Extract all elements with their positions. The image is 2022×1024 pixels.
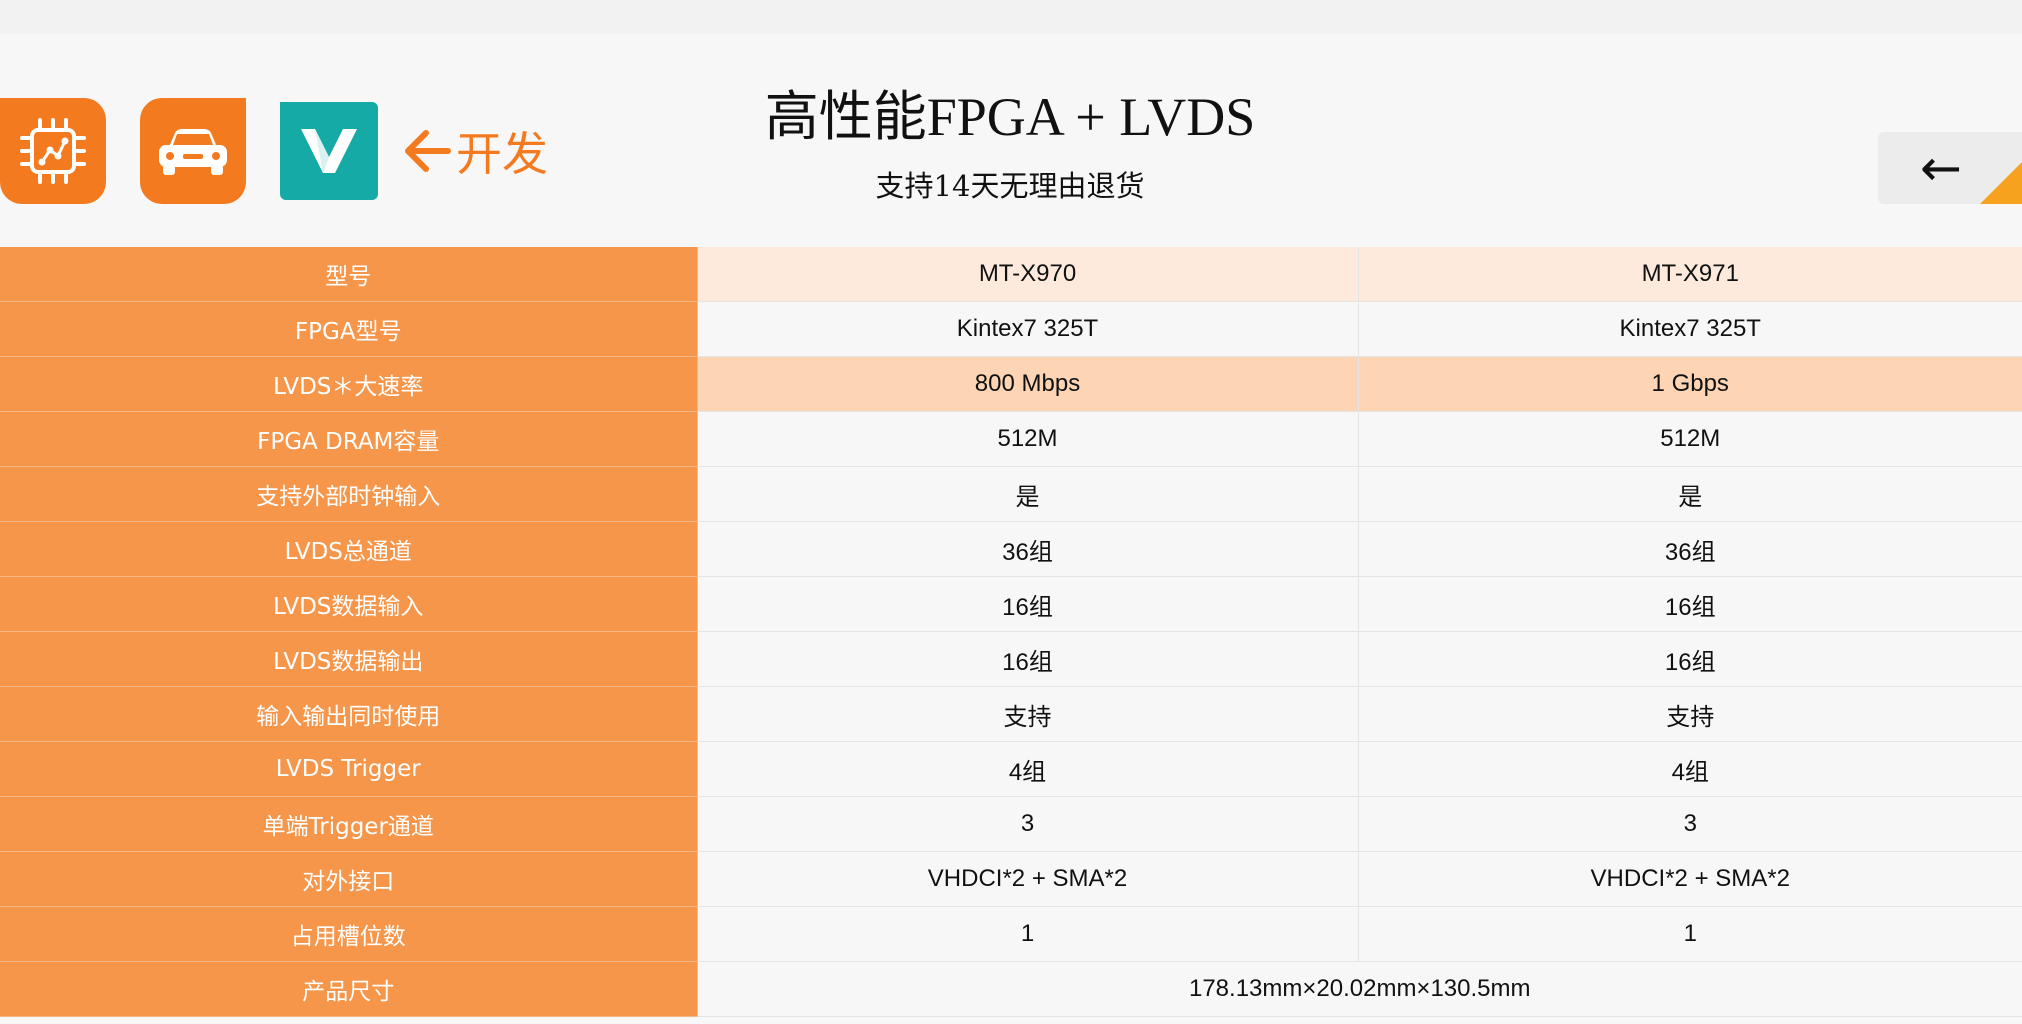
cell-mt-x971: 16组 [1358,576,2022,632]
table-row: LVDS总通道 36组 36组 [0,521,2022,577]
table-row: LVDS Trigger 4组 4组 [0,741,2022,797]
row-label: LVDS Trigger [0,741,698,797]
table-row: 占用槽位数 1 1 [0,906,2022,962]
cell-mt-x970: 是 [697,466,1359,522]
row-label: 对外接口 [0,851,698,907]
cell-product-size: 178.13mm×20.02mm×130.5mm [697,961,2022,1017]
cell-mt-x970: 1 [697,906,1359,962]
spec-table: 型号 MT-X970 MT-X971 FPGA型号 Kintex7 325T K… [0,247,2022,1017]
arrow-left-icon [405,130,451,172]
row-label: 型号 [0,247,698,302]
row-label: FPGA DRAM容量 [0,411,698,467]
cell-mt-x971: 36组 [1358,521,2022,577]
table-row: FPGA DRAM容量 512M 512M [0,411,2022,467]
chip-circuit-icon[interactable] [0,98,106,204]
table-row: FPGA型号 Kintex7 325T Kintex7 325T [0,301,2022,357]
corner-accent [1980,162,2022,204]
cell-mt-x970: 800 Mbps [697,356,1359,412]
cell-mt-x970: MT-X970 [697,247,1359,302]
row-label: FPGA型号 [0,301,698,357]
back-arrow-icon: ← [1920,139,1962,197]
cell-mt-x971: 支持 [1358,686,2022,742]
cell-mt-x970: 512M [697,411,1359,467]
row-label: 占用槽位数 [0,906,698,962]
page-title: 高性能FPGA + LVDS [764,87,1256,147]
cell-mt-x971: 1 [1358,906,2022,962]
cell-mt-x970: 3 [697,796,1359,852]
cell-mt-x970: 支持 [697,686,1359,742]
row-label: 产品尺寸 [0,961,698,1017]
back-button[interactable]: ← [1878,132,2022,204]
car-icon[interactable] [140,98,246,204]
table-row: 支持外部时钟输入 是 是 [0,466,2022,522]
table-row: 单端Trigger通道 3 3 [0,796,2022,852]
cell-mt-x971: MT-X971 [1358,247,2022,302]
table-row: 型号 MT-X970 MT-X971 [0,247,2022,302]
cell-mt-x971: 3 [1358,796,2022,852]
cell-mt-x970: 16组 [697,576,1359,632]
v-logo-icon[interactable] [280,102,378,200]
row-label: 单端Trigger通道 [0,796,698,852]
row-label: LVDS数据输入 [0,576,698,632]
cell-mt-x970: 36组 [697,521,1359,577]
row-label: 支持外部时钟输入 [0,466,698,522]
row-label: LVDS总通道 [0,521,698,577]
table-row: LVDS数据输出 16组 16组 [0,631,2022,687]
page-subtitle: 支持14天无理由退货 [875,169,1145,203]
dev-link[interactable]: 开发 [400,124,548,181]
cell-mt-x970: 16组 [697,631,1359,687]
table-row: 对外接口 VHDCI*2 + SMA*2 VHDCI*2 + SMA*2 [0,851,2022,907]
table-row: 产品尺寸 178.13mm×20.02mm×130.5mm [0,961,2022,1017]
table-row: 输入输出同时使用 支持 支持 [0,686,2022,742]
cell-mt-x971: 是 [1358,466,2022,522]
table-row: LVDS＊大速率 800 Mbps 1 Gbps [0,356,2022,412]
cell-mt-x971: 1 Gbps [1358,356,2022,412]
cell-mt-x971: Kintex7 325T [1358,301,2022,357]
row-label: LVDS数据输出 [0,631,698,687]
table-row: LVDS数据输入 16组 16组 [0,576,2022,632]
dev-link-label: 开发 [456,127,548,181]
cell-mt-x971: VHDCI*2 + SMA*2 [1358,851,2022,907]
cell-mt-x971: 16组 [1358,631,2022,687]
row-label: 输入输出同时使用 [0,686,698,742]
cell-mt-x971: 512M [1358,411,2022,467]
cell-mt-x971: 4组 [1358,741,2022,797]
top-bar [0,0,2022,34]
cell-mt-x970: Kintex7 325T [697,301,1359,357]
cell-mt-x970: 4组 [697,741,1359,797]
cell-mt-x970: VHDCI*2 + SMA*2 [697,851,1359,907]
row-label: LVDS＊大速率 [0,356,698,412]
